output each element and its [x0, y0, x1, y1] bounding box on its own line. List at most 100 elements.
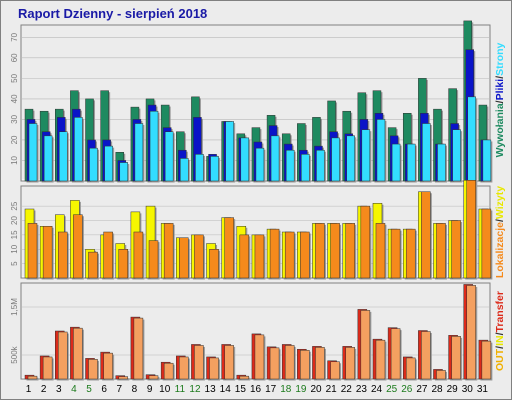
bar-transfer-out-day-19 — [300, 349, 311, 381]
bar-lokalizacje-day-16-body — [254, 234, 265, 279]
bar-transfer-out-day-24 — [375, 339, 387, 381]
bar-transfer-out-day-22-body — [345, 347, 355, 380]
bar-lokalizacje-day-6-body — [103, 231, 113, 279]
bar-transfer-out-day-6 — [103, 352, 115, 381]
bar-lokalizacje-day-23-body — [360, 205, 371, 279]
bar-lokalizacje-day-27 — [421, 191, 432, 280]
x-tick-label-day-25: 25 — [386, 384, 398, 395]
bar-transfer-out-day-12-body — [194, 345, 204, 380]
bar-strony-day-25 — [391, 143, 402, 183]
bar-lokalizacje-day-5 — [88, 251, 100, 280]
y-tick-label: 60 — [10, 53, 19, 62]
bar-transfer-out-day-28 — [436, 370, 447, 381]
bar-strony-day-31 — [482, 139, 493, 183]
bar-lokalizacje-day-10 — [163, 223, 175, 280]
bar-lokalizacje-day-11 — [179, 237, 190, 280]
bar-strony-day-11-body — [180, 158, 189, 182]
bar-strony-day-5 — [89, 147, 100, 183]
bar-strony-day-1-body — [28, 123, 38, 182]
bar-lokalizacje-day-18 — [284, 231, 296, 280]
bar-transfer-out-day-7-body — [118, 376, 129, 380]
bar-lokalizacje-day-4-body — [73, 214, 83, 279]
y-tick-label: 70 — [10, 32, 19, 41]
bar-transfer-out-day-9-body — [148, 375, 159, 380]
bar-lokalizacje-day-16 — [254, 234, 266, 280]
x-tick-label-day-24: 24 — [371, 384, 383, 395]
y-tick-label: 15 — [10, 230, 19, 239]
x-tick-label-day-8: 8 — [132, 384, 138, 395]
legend-lokalizacje-wizyty-part: / — [494, 219, 506, 222]
bar-strony-day-16 — [255, 147, 266, 183]
y-tick-label: 20 — [10, 216, 19, 225]
legend-transfer-in-out-part: / — [494, 332, 506, 335]
bar-strony-day-24-body — [376, 119, 386, 182]
bar-lokalizacje-day-3 — [58, 231, 69, 280]
bar-strony-day-13-body — [210, 156, 219, 182]
bar-transfer-out-day-7 — [118, 376, 130, 381]
x-tick-label-day-22: 22 — [341, 384, 353, 395]
bar-strony-day-28-body — [437, 143, 446, 182]
bar-transfer-out-day-1-body — [27, 375, 38, 380]
bar-transfer-out-day-5 — [88, 359, 100, 381]
bar-transfer-out-day-28-body — [436, 370, 446, 380]
x-tick-label-day-2: 2 — [41, 384, 47, 395]
bar-transfer-out-day-1 — [27, 375, 39, 381]
bar-strony-day-12 — [195, 154, 205, 183]
bar-transfer-out-day-2-body — [42, 356, 53, 380]
legend-transfer-in-out-part: IN — [494, 335, 506, 346]
bar-lokalizacje-day-24 — [375, 223, 387, 280]
bar-strony-day-21 — [331, 137, 342, 183]
bar-transfer-out-day-10-body — [163, 362, 174, 380]
x-tick-label-day-31: 31 — [477, 384, 489, 395]
bar-strony-day-19 — [301, 154, 311, 183]
bar-lokalizacje-day-18-body — [284, 231, 295, 279]
x-tick-label-day-14: 14 — [220, 384, 232, 395]
y-tick-label: 10 — [10, 155, 19, 164]
bar-strony-day-1 — [28, 123, 39, 183]
x-tick-label-day-18: 18 — [280, 384, 292, 395]
bar-transfer-out-day-30 — [466, 285, 478, 381]
bar-transfer-out-day-29-body — [451, 336, 461, 380]
bar-lokalizacje-day-10-body — [163, 223, 174, 279]
bar-strony-day-30-body — [467, 96, 476, 182]
bar-transfer-out-day-21 — [330, 361, 342, 381]
bar-lokalizacje-day-2-body — [42, 226, 53, 279]
x-tick-label-day-7: 7 — [117, 384, 123, 395]
bar-strony-day-20 — [316, 149, 326, 183]
bar-strony-day-26 — [406, 143, 417, 183]
bar-transfer-out-day-29 — [451, 336, 463, 381]
bar-lokalizacje-day-1-body — [27, 223, 38, 279]
bar-transfer-out-day-6-body — [103, 352, 113, 380]
x-tick-label-day-9: 9 — [147, 384, 153, 395]
bar-strony-day-16-body — [255, 147, 265, 182]
bar-lokalizacje-day-8 — [133, 231, 145, 280]
bar-lokalizacje-day-30 — [466, 180, 478, 280]
bar-transfer-out-day-3 — [58, 331, 69, 381]
bar-lokalizacje-day-29 — [451, 220, 463, 280]
y-tick-label: 5 — [10, 261, 19, 266]
bar-strony-day-11 — [180, 158, 190, 183]
bar-lokalizacje-day-25-body — [390, 228, 401, 279]
bar-transfer-out-day-23 — [360, 310, 372, 381]
bar-transfer-out-day-30-body — [466, 285, 476, 380]
bar-strony-day-22 — [346, 135, 357, 183]
legend-lokalizacje-wizyty-part: Wizyty — [494, 186, 506, 219]
bar-lokalizacje-day-20-body — [315, 223, 325, 279]
bar-strony-day-8-body — [134, 123, 144, 182]
bar-lokalizacje-day-22-body — [345, 223, 355, 279]
bar-lokalizacje-day-9 — [148, 240, 160, 280]
bar-transfer-out-day-11 — [179, 356, 190, 381]
x-tick-label-day-6: 6 — [101, 384, 107, 395]
bar-transfer-out-day-27-body — [421, 331, 431, 380]
bar-transfer-out-day-31 — [481, 340, 493, 381]
bar-strony-day-23 — [361, 129, 372, 183]
x-tick-label-day-29: 29 — [447, 384, 459, 395]
bar-transfer-out-day-22 — [345, 347, 357, 381]
bar-lokalizacje-day-15-body — [239, 234, 250, 279]
legend-transfer-in-out-part: Transfer — [494, 291, 506, 332]
bar-transfer-out-day-21-body — [330, 361, 340, 380]
bar-transfer-out-day-10 — [163, 362, 175, 381]
bar-lokalizacje-day-14 — [224, 217, 236, 280]
bar-lokalizacje-day-9-body — [148, 240, 159, 279]
bar-strony-day-2 — [43, 135, 54, 183]
